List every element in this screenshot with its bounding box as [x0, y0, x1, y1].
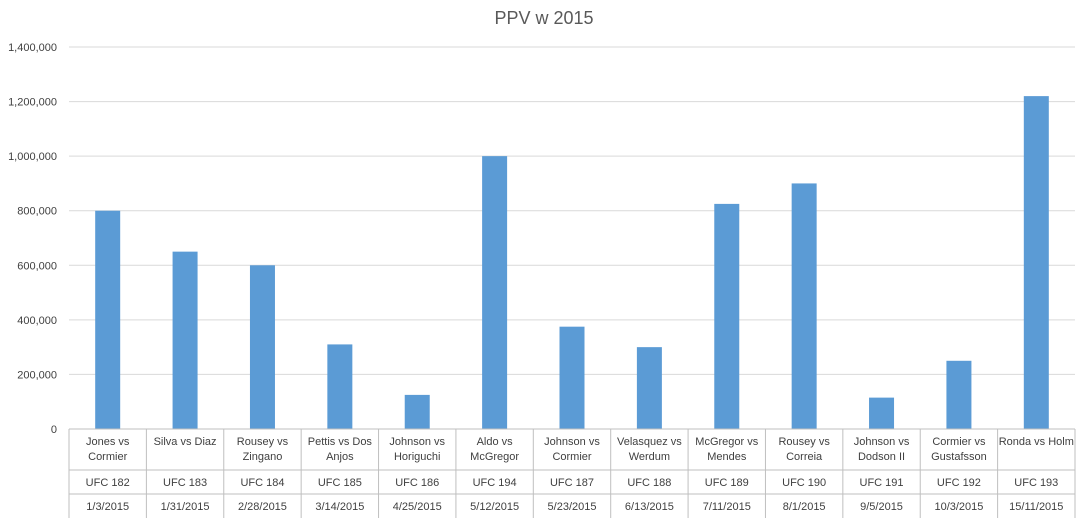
y-axis: 0 200,000 400,000 600,000 800,000 1,000,000 1,…	[8, 42, 57, 436]
event-label: UFC 189	[705, 477, 749, 489]
category-label: Johnson vs	[544, 436, 600, 448]
chart-title: PPV w 2015	[494, 8, 594, 28]
date-label: 8/1/2015	[783, 501, 826, 513]
y-tick-label: 800,000	[17, 206, 57, 218]
category-label: McGregor	[470, 451, 519, 463]
y-tick-label: 0	[51, 424, 57, 436]
category-label: Zingano	[243, 451, 283, 463]
category-label: Horiguchi	[394, 451, 440, 463]
bar	[172, 251, 198, 429]
date-label: 1/31/2015	[161, 501, 210, 513]
date-label: 9/5/2015	[860, 501, 903, 513]
category-label: Cormier	[88, 451, 127, 463]
category-label: Dodson II	[858, 451, 905, 463]
bar	[946, 360, 972, 429]
date-label: 4/25/2015	[393, 501, 442, 513]
date-label: 3/14/2015	[315, 501, 364, 513]
category-label: Pettis vs Dos	[308, 436, 373, 448]
bar	[791, 183, 817, 429]
bar	[482, 156, 508, 429]
y-tick-label: 400,000	[17, 315, 57, 327]
date-label: 10/3/2015	[934, 501, 983, 513]
event-label: UFC 193	[1014, 477, 1058, 489]
event-label: UFC 183	[163, 477, 207, 489]
category-label: Aldo vs	[477, 436, 514, 448]
date-label: 15/11/2015	[1009, 501, 1063, 513]
event-label: UFC 192	[937, 477, 981, 489]
category-label: Johnson vs	[389, 436, 445, 448]
y-tick-label: 600,000	[17, 260, 57, 272]
category-label: Johnson vs	[854, 436, 910, 448]
category-label: Gustafsson	[931, 451, 987, 463]
bar	[404, 394, 430, 429]
event-label: UFC 191	[860, 477, 904, 489]
bar	[1023, 96, 1049, 429]
bar	[95, 210, 121, 429]
y-tick-label: 1,400,000	[8, 42, 57, 54]
event-label: UFC 187	[550, 477, 594, 489]
date-label: 6/13/2015	[625, 501, 674, 513]
y-tick-label: 200,000	[17, 369, 57, 381]
category-label: Correia	[786, 451, 823, 463]
event-label: UFC 188	[627, 477, 671, 489]
category-label: Jones vs	[86, 436, 130, 448]
date-label: 5/12/2015	[470, 501, 519, 513]
bar	[869, 397, 895, 429]
date-label: 1/3/2015	[86, 501, 129, 513]
category-label: Rousey vs	[237, 436, 289, 448]
y-tick-label: 1,000,000	[8, 151, 57, 163]
bar	[249, 265, 275, 429]
category-label: Cormier vs	[932, 436, 986, 448]
event-label: UFC 184	[240, 477, 284, 489]
event-label: UFC 190	[782, 477, 826, 489]
event-label: UFC 186	[395, 477, 439, 489]
category-label: Silva vs Diaz	[154, 436, 217, 448]
y-tick-label: 1,200,000	[8, 97, 57, 109]
date-label: 5/23/2015	[548, 501, 597, 513]
category-label: Mendes	[707, 451, 747, 463]
event-label: UFC 185	[318, 477, 362, 489]
bar	[636, 347, 662, 429]
bar	[559, 326, 585, 429]
category-label: McGregor vs	[695, 436, 758, 448]
x-axis: Jones vs Cormier UFC 182 1/3/2015 Silva vs D…	[68, 428, 1076, 518]
category-label: Rousey vs	[778, 436, 830, 448]
category-label: Werdum	[629, 451, 670, 463]
event-label: UFC 194	[473, 477, 517, 489]
event-label: UFC 182	[86, 477, 130, 489]
category-label: Anjos	[326, 451, 354, 463]
date-label: 2/28/2015	[238, 501, 287, 513]
bars	[95, 96, 1049, 429]
bar	[327, 344, 353, 429]
bar	[714, 203, 740, 429]
category-label: Velasquez vs	[617, 436, 682, 448]
date-label: 7/11/2015	[703, 501, 751, 513]
category-label: Cormier	[552, 451, 591, 463]
gridlines	[69, 46, 1075, 375]
category-label: Ronda vs Holm	[999, 436, 1074, 448]
